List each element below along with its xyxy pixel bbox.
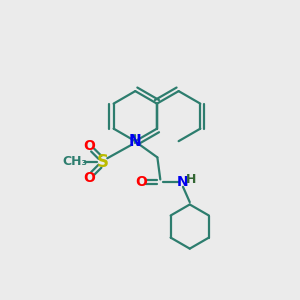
Text: O: O xyxy=(84,139,96,153)
Text: O: O xyxy=(84,171,96,185)
Text: O: O xyxy=(135,176,147,189)
Text: S: S xyxy=(97,153,109,171)
Text: N: N xyxy=(177,176,189,189)
Text: H: H xyxy=(185,173,196,186)
Text: CH₃: CH₃ xyxy=(62,155,87,168)
Text: N: N xyxy=(129,134,142,149)
